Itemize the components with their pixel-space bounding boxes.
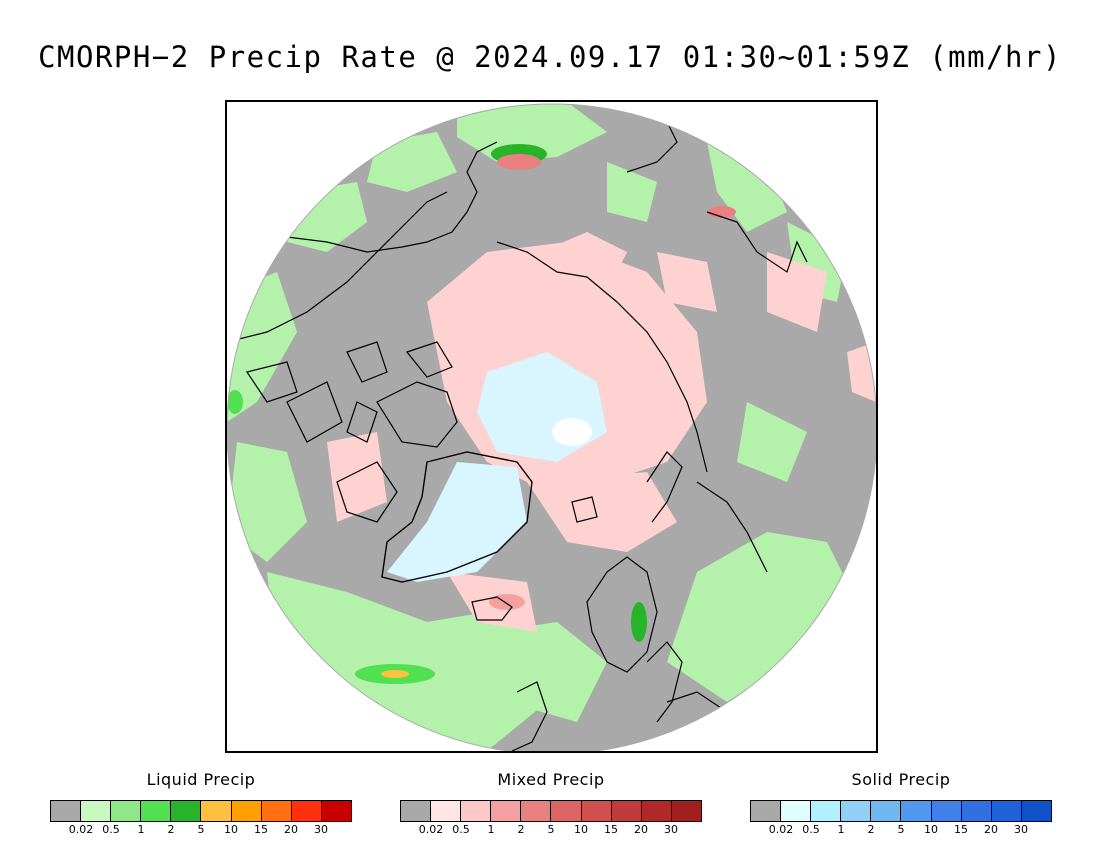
uk-coastline: [511, 681, 548, 751]
ural-coastline: [696, 481, 768, 573]
solid-precip-tick-label: 1: [837, 823, 845, 836]
mixed-precip-swatch: [491, 801, 522, 821]
north-america-coastline: [227, 191, 448, 343]
mixed-precip-tick-label: 15: [604, 823, 618, 836]
liquid-precip-tick-label: 30: [314, 823, 328, 836]
mixed-precip-swatch: [611, 801, 642, 821]
solid-precip-legend: Solid Precip 0.02 0.5 1 2 5 10 15 20 30: [750, 770, 1052, 842]
liquid-precip-swatch: [111, 801, 142, 821]
novaya-zemlya-coastline: [646, 451, 683, 523]
solid-precip-swatch: [901, 801, 932, 821]
solid-precip-tick-label: 15: [954, 823, 968, 836]
mixed-precip-swatch: [461, 801, 492, 821]
solid-precip-tick-label: 10: [924, 823, 938, 836]
liquid-precip-tick-label: 10: [224, 823, 238, 836]
solid-precip-tick-labels: 0.02 0.5 1 2 5 10 15 20 30: [750, 823, 1052, 837]
solid-precip-tick-label: 2: [867, 823, 875, 836]
liquid-precip-swatch: [261, 801, 292, 821]
mixed-precip-tick-label: 1: [487, 823, 495, 836]
liquid-precip-tick-labels: 0.02 0.5 1 2 5 10 15 20 30: [50, 823, 352, 837]
liquid-precip-tick-label: 0.5: [102, 823, 120, 836]
mixed-precip-swatch: [431, 801, 462, 821]
liquid-precip-tick-label: 20: [284, 823, 298, 836]
mixed-precip-swatch: [521, 801, 552, 821]
scandinavia-coastline: [586, 556, 658, 673]
mixed-precip-tick-label: 5: [547, 823, 555, 836]
canadian-archipelago-coastline: [246, 341, 458, 523]
polar-map-canvas: [227, 102, 876, 751]
alaska-coastline: [286, 141, 498, 253]
solid-precip-legend-title: Solid Precip: [851, 770, 951, 789]
map-disk-edge: [227, 103, 876, 751]
liquid-precip-swatch: [291, 801, 322, 821]
iceland-coastline: [471, 596, 513, 621]
solid-precip-swatch: [841, 801, 872, 821]
solid-precip-light: [552, 418, 592, 446]
mixed-precip-tick-labels: 0.02 0.5 1 2 5 10 15 20 30: [400, 823, 702, 837]
baltic-coastline: [646, 641, 683, 723]
mixed-precip-legend-title: Mixed Precip: [497, 770, 605, 789]
polar-map: [225, 100, 878, 753]
liquid-precip-swatch: [231, 801, 262, 821]
mixed-precip-swatch: [581, 801, 612, 821]
solid-precip-swatch: [781, 801, 812, 821]
mixed-precip-swatch: [641, 801, 672, 821]
mixed-precip-tick-label: 2: [517, 823, 525, 836]
solid-precip-tick-label: 5: [897, 823, 905, 836]
solid-precip-swatch: [751, 801, 782, 821]
mixed-precip-swatch: [401, 801, 432, 821]
solid-precip-swatch: [961, 801, 992, 821]
liquid-precip-swatch: [321, 801, 351, 821]
solid-precip-tick-label: 0.5: [802, 823, 820, 836]
liquid-precip-tick-label: 15: [254, 823, 268, 836]
liquid-precip-tick-label: 0.02: [68, 823, 94, 836]
solid-precip-tick-label: 30: [1014, 823, 1028, 836]
liquid-precip-swatch: [81, 801, 112, 821]
liquid-precip-legend: Liquid Precip 0.02 0.5 1 2 5 10 15 20 30: [50, 770, 352, 842]
liquid-precip-swatch: [201, 801, 232, 821]
liquid-precip-swatch: [141, 801, 172, 821]
mixed-precip-swatch: [671, 801, 701, 821]
solid-precip-swatch: [1021, 801, 1051, 821]
solid-precip-tick-label: 0.02: [768, 823, 794, 836]
mixed-precip-tick-label: 0.5: [452, 823, 470, 836]
page-title: CMORPH−2 Precip Rate @ 2024.09.17 01:30~…: [38, 40, 1062, 74]
okhotsk-coastline: [706, 211, 808, 273]
solid-precip-swatch: [991, 801, 1022, 821]
svalbard-coastline: [571, 496, 598, 523]
solid-precip-swatch: [931, 801, 962, 821]
liquid-precip-swatch: [51, 801, 82, 821]
liquid-precip-tick-label: 5: [197, 823, 205, 836]
mixed-precip-tick-label: 10: [574, 823, 588, 836]
mixed-precip-tick-label: 0.02: [418, 823, 444, 836]
solid-precip-swatch: [811, 801, 842, 821]
mixed-precip-tick-label: 20: [634, 823, 648, 836]
solid-precip-colorbar: [750, 800, 1052, 822]
mixed-precip-legend: Mixed Precip 0.02 0.5 1 2 5 10 15 20 30: [400, 770, 702, 842]
solid-precip-tick-label: 20: [984, 823, 998, 836]
liquid-precip-legend-title: Liquid Precip: [146, 770, 256, 789]
mixed-precip-swatch: [551, 801, 582, 821]
mixed-precip-tick-label: 30: [664, 823, 678, 836]
solid-precip-swatch: [871, 801, 902, 821]
liquid-precip-tick-label: 2: [167, 823, 175, 836]
siberia-coastline: [496, 241, 708, 473]
greenland-coastline: [381, 451, 533, 583]
mixed-precip-colorbar: [400, 800, 702, 822]
liquid-precip-swatch: [171, 801, 202, 821]
liquid-precip-colorbar: [50, 800, 352, 822]
liquid-precip-tick-label: 1: [137, 823, 145, 836]
